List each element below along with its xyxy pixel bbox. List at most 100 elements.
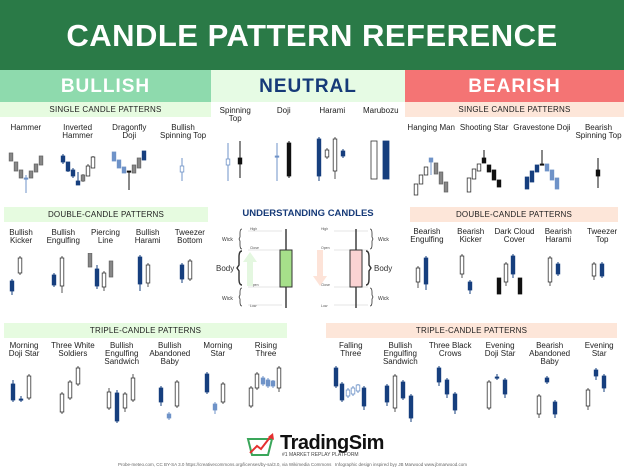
candle-body (238, 157, 243, 165)
candle-body (481, 157, 487, 164)
candle-body (112, 151, 117, 162)
bullish-single-subheader: SINGLE CANDLE PATTERNS (0, 102, 211, 117)
pattern-bullish-harami: Bullish Harami (127, 229, 169, 303)
pattern-hammer: Hammer (5, 124, 47, 198)
pattern-label: Bullish Spinning Top (160, 123, 207, 140)
candle-body (17, 257, 23, 274)
candle-body (274, 155, 279, 158)
candle-body (70, 169, 75, 177)
candle-body (317, 138, 322, 177)
candle-body (333, 367, 338, 387)
candle-body (345, 389, 350, 397)
candle-body (145, 264, 150, 284)
candle-body (502, 379, 508, 395)
candlestick-chart-icon (8, 152, 44, 193)
candle-body (114, 392, 119, 422)
candle-body (220, 383, 226, 403)
candle-body (109, 260, 114, 278)
candle-body (549, 169, 555, 181)
label-open: Open (321, 246, 330, 250)
candle-body (504, 263, 509, 283)
label-open: Open (250, 283, 259, 287)
candle-body (270, 380, 276, 387)
candle-body (393, 375, 398, 409)
candlestick-chart-icon (415, 256, 429, 290)
candle-body (593, 369, 599, 377)
candle-body (437, 367, 442, 383)
page-title: CANDLE PATTERN REFERENCE (0, 0, 624, 70)
candle-body (350, 387, 355, 395)
candle-body (88, 253, 93, 268)
pattern-label: Hammer (10, 123, 42, 132)
label-wick: Wick (222, 237, 233, 243)
pattern-label: Evening Star (584, 341, 614, 358)
bearish-double-subheader: DOUBLE-CANDLE PATTERNS (410, 207, 618, 222)
candle-body (467, 281, 472, 291)
pattern-label: Bearish Engulfing (410, 227, 444, 244)
pattern-morning-star: Morning Star (197, 342, 239, 424)
candle-body (496, 179, 502, 188)
candle-body (544, 163, 550, 172)
candlestick-chart-icon (591, 262, 605, 280)
label-wick: Wick (378, 296, 389, 302)
candle-body (601, 375, 607, 389)
candle-body (67, 381, 73, 399)
candle-body (60, 257, 65, 287)
candlestick-chart-icon (524, 150, 560, 190)
candle-body (355, 384, 360, 392)
candle-body (130, 377, 135, 401)
candle-body (117, 159, 122, 169)
pattern-evening-doji-star: Evening Doji Star (479, 342, 521, 424)
label-close: Close (321, 283, 330, 287)
pattern-label: Spinning Top (219, 106, 251, 123)
candle-body (75, 180, 80, 186)
bearish-double-patterns: Bearish Engulfing Bearish Kicker Dark Clou… (405, 228, 624, 302)
candlestick-chart-icon (137, 255, 150, 291)
pattern-label: Falling Three (338, 341, 363, 358)
label-wick: Wick (378, 237, 389, 243)
neutral-header: NEUTRAL (211, 70, 405, 102)
bullish-double-subheader: DOUBLE-CANDLE PATTERNS (4, 207, 208, 222)
pattern-label: Bullish Kicker (9, 228, 33, 245)
candle-body (60, 155, 65, 163)
down-arrow-icon (313, 250, 327, 286)
pattern-dark-cloud-cover: Dark Cloud Cover (493, 228, 535, 302)
pattern-label: Bullish Harami (134, 228, 161, 245)
pattern-three-white-soldiers: Three White Soldiers (51, 342, 95, 424)
candle-body (286, 142, 291, 177)
pattern-label: Three White Soldiers (51, 341, 95, 358)
pattern-doji: Doji (263, 107, 305, 181)
label-high: High (250, 227, 257, 231)
candle-body (80, 174, 85, 182)
candle-body (325, 149, 330, 158)
candle-body (382, 140, 390, 180)
candlestick-chart-icon (179, 259, 193, 283)
pattern-three-black-crows: Three Black Crows (429, 342, 472, 424)
candle-body (476, 163, 482, 172)
candle-body (536, 395, 541, 415)
candlestick-chart-icon (317, 137, 346, 181)
candle-body (276, 367, 282, 389)
candlestick-chart-icon (10, 374, 32, 402)
bullish-single-patterns: Hammer Inverted Hammer Dragonfly Doji Bulli… (0, 124, 211, 198)
candle-body (90, 156, 95, 169)
pattern-label: Morning Star (203, 341, 233, 358)
label-body: Body (374, 264, 392, 273)
candle-body (212, 403, 218, 411)
bearish-header: BEARISH (405, 70, 624, 102)
pattern-rising-three: Rising Three (245, 342, 287, 424)
candle-body (370, 140, 378, 180)
candle-body (486, 381, 492, 409)
candlestick-chart-icon (179, 158, 185, 181)
candle-body (341, 150, 346, 157)
candle-body (511, 255, 516, 275)
candlestick-chart-icon (585, 368, 607, 410)
candle-body (494, 376, 500, 379)
label-close: Close (250, 246, 259, 250)
pattern-tweezer-bottom: Tweezer Bottom (169, 229, 211, 303)
candle-body (429, 157, 434, 163)
candle-body (179, 165, 185, 173)
bullish-double-patterns: Bullish Kicker Bullish Engulfing Piercing … (0, 229, 211, 303)
candle-body (13, 161, 19, 172)
pattern-harami: Harami (311, 107, 353, 181)
